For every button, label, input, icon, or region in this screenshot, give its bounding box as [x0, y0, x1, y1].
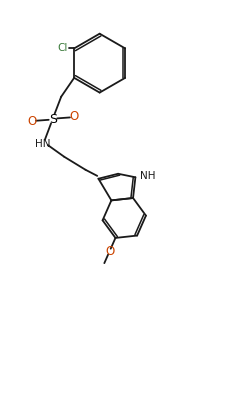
Text: S: S — [49, 112, 57, 126]
Text: NH: NH — [140, 171, 155, 181]
Text: HN: HN — [35, 139, 51, 149]
Text: O: O — [27, 115, 36, 128]
Text: O: O — [105, 245, 114, 258]
Text: Cl: Cl — [57, 43, 68, 54]
Text: O: O — [69, 110, 79, 123]
